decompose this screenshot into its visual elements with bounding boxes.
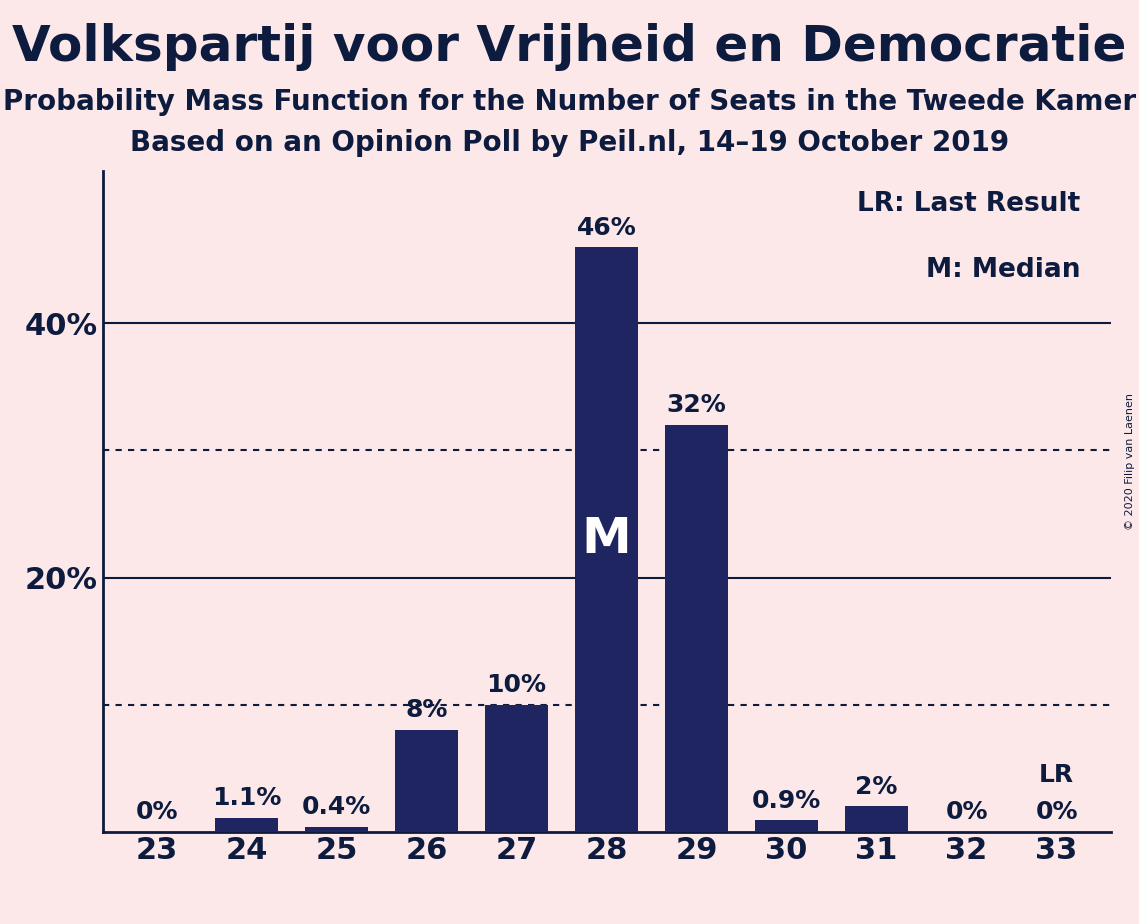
Text: 0.9%: 0.9%	[752, 788, 821, 812]
Bar	[665, 425, 728, 832]
Text: M: M	[582, 516, 631, 564]
Text: © 2020 Filip van Laenen: © 2020 Filip van Laenen	[1125, 394, 1134, 530]
Text: 2%: 2%	[855, 774, 898, 798]
Text: 0%: 0%	[1035, 800, 1077, 824]
Bar	[395, 730, 458, 832]
Text: 1.1%: 1.1%	[212, 786, 281, 810]
Text: LR: LR	[1039, 763, 1074, 787]
Text: M: Median: M: Median	[926, 257, 1080, 283]
Text: 32%: 32%	[666, 394, 727, 418]
Text: 0.4%: 0.4%	[302, 795, 371, 819]
Bar	[215, 818, 278, 832]
Text: 46%: 46%	[576, 215, 637, 239]
Text: Based on an Opinion Poll by Peil.nl, 14–19 October 2019: Based on an Opinion Poll by Peil.nl, 14–…	[130, 129, 1009, 157]
Bar	[755, 821, 818, 832]
Text: 8%: 8%	[405, 699, 448, 723]
Bar	[845, 806, 908, 832]
Text: Volkspartij voor Vrijheid en Democratie: Volkspartij voor Vrijheid en Democratie	[13, 23, 1126, 71]
Bar	[485, 704, 548, 832]
Text: LR: Last Result: LR: Last Result	[857, 190, 1080, 217]
Bar	[305, 827, 368, 832]
Text: 0%: 0%	[945, 800, 988, 824]
Text: Probability Mass Function for the Number of Seats in the Tweede Kamer: Probability Mass Function for the Number…	[3, 88, 1136, 116]
Bar	[575, 248, 638, 832]
Text: 10%: 10%	[486, 673, 547, 697]
Text: 0%: 0%	[136, 800, 178, 824]
